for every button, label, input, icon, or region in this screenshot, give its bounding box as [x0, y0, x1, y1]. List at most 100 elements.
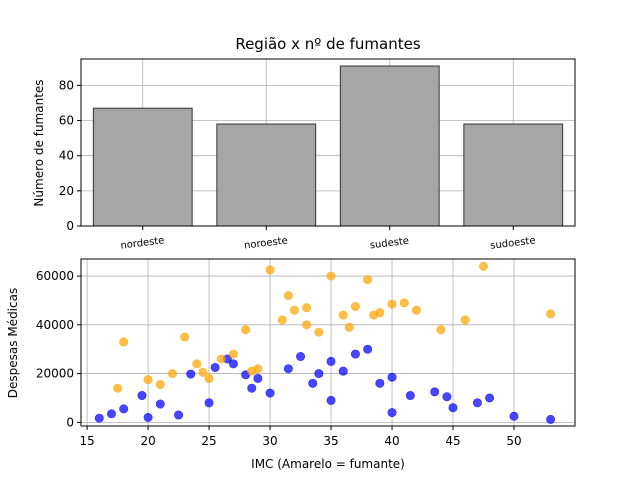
bar-sudeste: [339, 65, 440, 227]
scatter-xtick-label: 45: [445, 434, 460, 448]
scatter-xtick-label: 15: [79, 434, 94, 448]
scatter-point: [228, 349, 238, 359]
bar-chart-bars: [92, 65, 564, 227]
bar-chart-title: Região x nº de fumantes: [235, 35, 421, 53]
bar-xtick-label: noroeste: [243, 235, 288, 251]
bar-chart-xticks: nordeste noroeste sudeste sudoeste: [120, 226, 536, 252]
scatter-point: [387, 299, 397, 309]
scatter-xlabel: IMC (Amarelo = fumante): [251, 457, 405, 471]
bar-ytick-label: 80: [59, 78, 74, 92]
scatter-point: [399, 298, 409, 308]
scatter-point: [344, 322, 354, 332]
scatter-ylabel: Despesas Médicas: [6, 288, 20, 398]
scatter-point: [314, 369, 324, 379]
scatter-xtick-label: 20: [140, 434, 155, 448]
scatter-point: [119, 337, 129, 347]
scatter-ytick-label: 40000: [36, 318, 74, 332]
scatter-point: [308, 378, 318, 388]
scatter-ytick-label: 60000: [36, 269, 74, 283]
scatter-point: [363, 275, 373, 285]
scatter-point: [106, 409, 116, 419]
scatter-point: [253, 373, 263, 383]
scatter-point: [204, 398, 214, 408]
scatter-point: [155, 399, 165, 409]
scatter-point: [405, 391, 415, 401]
scatter-point: [204, 373, 214, 383]
scatter-point: [350, 302, 360, 312]
bar-chart-ylabel: Número de fumantes: [32, 79, 46, 206]
bar-xtick-label: sudeste: [369, 236, 409, 252]
scatter-point: [411, 305, 421, 315]
scatter-xtick-label: 50: [506, 434, 521, 448]
scatter-point: [137, 391, 147, 401]
scatter-point: [430, 387, 440, 397]
scatter-grid: [81, 259, 575, 426]
scatter-xtick-label: 30: [262, 434, 277, 448]
bar-chart-frame: [80, 58, 576, 227]
scatter-point: [186, 369, 196, 379]
bar-ytick-label: 0: [66, 219, 74, 233]
scatter-point: [143, 375, 153, 385]
scatter-point: [296, 352, 306, 362]
scatter-yticks: 0 20000 40000 60000: [36, 269, 81, 429]
scatter-point: [119, 404, 129, 414]
scatter-ytick-label: 20000: [36, 367, 74, 381]
scatter-ytick-label: 0: [66, 415, 74, 429]
scatter-point: [369, 310, 379, 320]
scatter-point: [314, 327, 324, 337]
scatter-point: [387, 408, 397, 418]
bar-xtick-label: nordeste: [120, 235, 165, 251]
scatter-point: [210, 362, 220, 372]
scatter-xticks: 15 20 25 30 35 40 45 50: [79, 426, 522, 448]
scatter-point: [228, 359, 238, 369]
scatter-point: [375, 378, 385, 388]
scatter-point: [174, 410, 184, 420]
bar-sudoeste: [463, 123, 564, 227]
scatter-point: [277, 315, 287, 325]
scatter-point: [472, 398, 482, 408]
scatter-point: [302, 303, 312, 313]
scatter-point: [479, 261, 489, 271]
bar-ytick-label: 40: [59, 149, 74, 163]
scatter-point: [283, 291, 293, 301]
scatter-xtick-label: 25: [201, 434, 216, 448]
scatter-point: [180, 332, 190, 342]
bar-chart-yticks: 0 20 40 60 80: [59, 78, 81, 233]
scatter-point: [326, 271, 336, 281]
scatter-point: [363, 344, 373, 354]
bar-ytick-label: 20: [59, 184, 74, 198]
scatter-point: [509, 411, 519, 421]
scatter-point: [265, 265, 275, 275]
scatter-point: [442, 392, 452, 402]
scatter-point: [448, 403, 458, 413]
scatter-point: [167, 369, 177, 379]
scatter-point: [247, 366, 257, 376]
scatter-point: [155, 380, 165, 390]
bar-noroeste: [216, 123, 317, 227]
scatter-point: [485, 393, 495, 403]
bar-xtick-label: sudoeste: [490, 235, 536, 251]
scatter-xtick-label: 40: [384, 434, 399, 448]
scatter-point: [94, 413, 104, 423]
scatter-point: [387, 372, 397, 382]
scatter-point: [289, 305, 299, 315]
scatter-point: [216, 354, 226, 364]
scatter-point: [192, 359, 202, 369]
scatter-point: [265, 388, 275, 398]
scatter-point: [338, 366, 348, 376]
scatter-point: [546, 309, 556, 319]
scatter-point: [283, 364, 293, 374]
scatter-point: [198, 367, 208, 377]
scatter-point: [546, 414, 556, 424]
scatter-point: [143, 412, 153, 422]
scatter-xtick-label: 35: [323, 434, 338, 448]
scatter-point: [302, 320, 312, 330]
scatter-point: [326, 395, 336, 405]
bar-nordeste: [92, 107, 193, 227]
scatter-point: [326, 356, 336, 366]
scatter-point: [460, 315, 470, 325]
scatter-points: [94, 261, 556, 424]
scatter-point: [338, 310, 348, 320]
scatter-point: [113, 383, 123, 393]
